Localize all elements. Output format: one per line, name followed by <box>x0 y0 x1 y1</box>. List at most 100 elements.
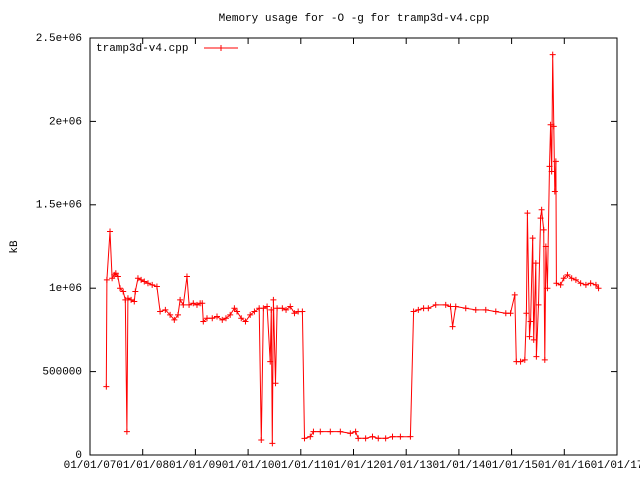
point-marker <box>103 276 110 283</box>
point-marker <box>222 315 229 322</box>
point-marker <box>327 428 334 435</box>
point-marker <box>131 298 138 305</box>
point-marker <box>529 235 536 242</box>
point-marker <box>527 318 534 325</box>
point-marker <box>517 358 524 365</box>
point-marker <box>269 440 276 447</box>
point-marker <box>260 305 267 312</box>
point-marker <box>153 283 160 290</box>
x-tick-label: 01/01/17 <box>591 460 640 472</box>
point-marker <box>175 311 182 318</box>
point-marker <box>432 301 439 308</box>
point-marker <box>592 281 599 288</box>
y-tick-label: 1e+06 <box>49 283 82 295</box>
point-marker <box>410 308 417 315</box>
point-marker <box>141 278 148 285</box>
point-marker <box>177 296 184 303</box>
point-marker <box>389 433 396 440</box>
point-marker <box>382 435 389 442</box>
point-marker <box>369 433 376 440</box>
point-marker <box>193 301 200 308</box>
point-marker <box>120 288 127 295</box>
point-marker <box>162 306 169 313</box>
point-marker <box>317 428 324 435</box>
point-marker <box>407 433 414 440</box>
point-marker <box>247 311 254 318</box>
point-marker <box>112 270 119 277</box>
point-marker <box>132 288 139 295</box>
point-marker <box>537 215 544 222</box>
point-marker <box>472 306 479 313</box>
point-marker <box>568 275 575 282</box>
point-marker <box>552 158 559 165</box>
point-marker <box>144 280 151 287</box>
point-marker <box>267 358 274 365</box>
point-marker <box>582 281 589 288</box>
x-tick-label: 01/01/14 <box>432 460 485 472</box>
point-marker <box>167 311 174 318</box>
point-marker <box>492 308 499 315</box>
point-marker <box>287 303 294 310</box>
point-marker <box>180 301 187 308</box>
x-tick-label: 01/01/10 <box>222 460 275 472</box>
point-marker <box>524 210 531 217</box>
x-tick-label: 01/01/12 <box>327 460 380 472</box>
point-marker <box>511 291 518 298</box>
point-marker <box>547 121 554 128</box>
point-marker <box>251 308 258 315</box>
point-marker <box>553 280 560 287</box>
point-marker <box>548 168 555 175</box>
point-marker <box>264 303 271 310</box>
point-marker <box>375 435 382 442</box>
point-marker <box>447 303 454 310</box>
point-marker <box>274 305 281 312</box>
point-marker <box>577 280 584 287</box>
point-marker <box>199 300 206 307</box>
point-marker <box>268 306 275 313</box>
point-marker <box>462 305 469 312</box>
point-marker <box>587 280 594 287</box>
x-tick-label: 01/01/09 <box>169 460 222 472</box>
point-marker <box>231 305 238 312</box>
y-tick-label: 500000 <box>42 367 82 379</box>
x-tick-label: 01/01/08 <box>116 460 169 472</box>
point-marker <box>549 51 556 58</box>
point-marker <box>186 301 193 308</box>
y-tick-label: 1.5e+06 <box>36 200 82 212</box>
plot-border <box>89 37 618 456</box>
point-marker <box>258 436 265 443</box>
x-tick-label: 01/01/11 <box>274 460 327 472</box>
point-marker <box>449 323 456 330</box>
point-marker <box>557 281 564 288</box>
point-marker <box>532 260 539 267</box>
point-marker <box>301 435 308 442</box>
point-marker <box>544 285 551 292</box>
point-marker <box>310 428 317 435</box>
point-marker <box>107 228 114 235</box>
point-marker <box>128 296 135 303</box>
point-marker <box>190 300 197 307</box>
point-marker <box>138 276 145 283</box>
point-marker <box>238 315 245 322</box>
point-marker <box>157 308 164 315</box>
point-marker <box>362 435 369 442</box>
x-tick-label: 01/01/15 <box>485 460 538 472</box>
point-marker <box>530 336 537 343</box>
point-marker <box>279 305 286 312</box>
point-marker <box>550 123 557 130</box>
point-marker <box>564 271 571 278</box>
point-marker <box>415 306 422 313</box>
point-marker <box>203 315 210 322</box>
chart-title: Memory usage for -O -g for tramp3d-v4.cp… <box>219 13 490 25</box>
point-marker <box>535 301 542 308</box>
legend-label: tramp3d-v4.cpp <box>96 43 188 55</box>
x-tick-label: 01/01/13 <box>380 460 433 472</box>
point-marker <box>560 275 567 282</box>
point-marker <box>242 318 249 325</box>
point-marker <box>521 356 528 363</box>
point-marker <box>337 428 344 435</box>
point-marker <box>183 273 190 280</box>
y-axis-label: kB <box>9 240 21 254</box>
